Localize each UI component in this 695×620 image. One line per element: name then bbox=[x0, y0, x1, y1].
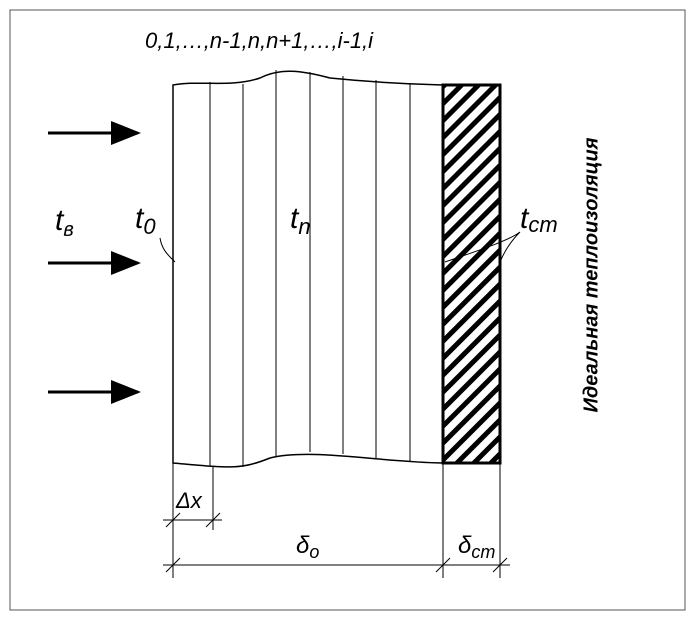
node-indices: 0,1,…,n-1,n,n+1,…,i-1,i bbox=[145, 28, 374, 53]
dim-dx: Δx bbox=[175, 488, 203, 513]
leader bbox=[159, 237, 176, 263]
dimension-lines bbox=[163, 463, 510, 578]
layer-body bbox=[172, 70, 444, 468]
label-t-wall: tст bbox=[520, 202, 558, 237]
dim-delta-wall: δст bbox=[458, 532, 495, 562]
frame bbox=[9, 9, 686, 611]
insulation-label: Идеальная теплоизоляция bbox=[580, 137, 602, 412]
wall bbox=[441, 83, 502, 465]
dim-delta-o: δo bbox=[296, 532, 319, 562]
label-t0: t0 bbox=[135, 202, 156, 239]
label-tn: tn bbox=[290, 202, 311, 239]
grid-lines bbox=[209, 70, 411, 467]
label-t-air: tв bbox=[55, 204, 74, 241]
leader bbox=[444, 231, 521, 263]
heat-arrows bbox=[48, 121, 141, 404]
